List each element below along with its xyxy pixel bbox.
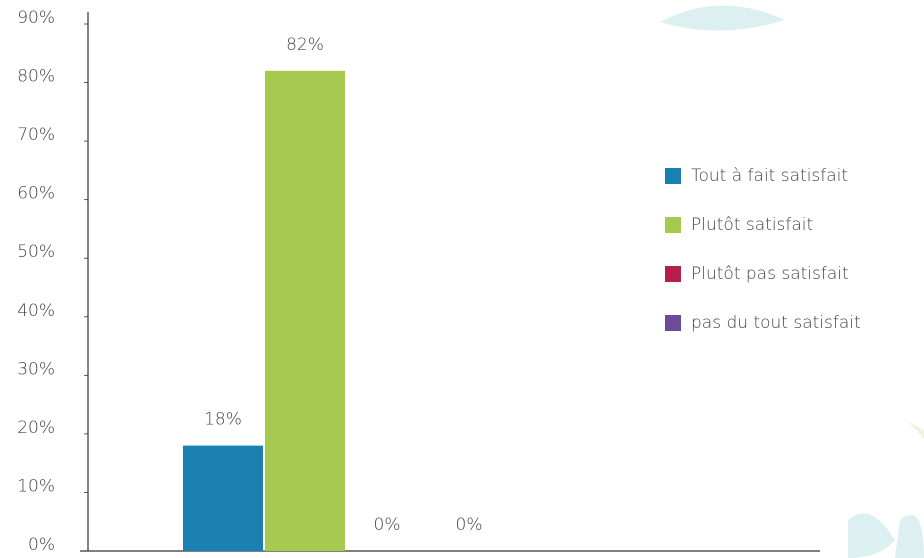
y-tick-label: 60% <box>17 184 55 204</box>
legend-swatch <box>665 266 681 282</box>
y-tick-label: 50% <box>17 242 55 262</box>
value-label: 82% <box>286 35 324 55</box>
bar <box>265 70 345 551</box>
y-tick-label: 70% <box>17 125 55 145</box>
legend-label: pas du tout satisfait <box>691 313 861 333</box>
y-tick-label: 0% <box>28 535 55 555</box>
legend-label: Plutôt pas satisfait <box>691 264 849 284</box>
y-tick-label: 30% <box>17 359 55 379</box>
legend-label: Plutôt satisfait <box>691 215 813 235</box>
y-tick-label: 80% <box>17 67 55 87</box>
value-label: 0% <box>374 515 401 535</box>
value-label: 0% <box>456 515 483 535</box>
y-tick-label: 20% <box>17 418 55 438</box>
legend-swatch <box>665 168 681 184</box>
value-label: 18% <box>204 410 242 430</box>
bar <box>183 445 263 551</box>
y-tick-label: 90% <box>17 8 55 28</box>
legend-label: Tout à fait satisfait <box>691 166 848 186</box>
y-tick-label: 40% <box>17 301 55 321</box>
y-tick-label: 10% <box>17 476 55 496</box>
legend-swatch <box>665 217 681 233</box>
decoration <box>660 5 924 558</box>
legend-swatch <box>665 315 681 331</box>
